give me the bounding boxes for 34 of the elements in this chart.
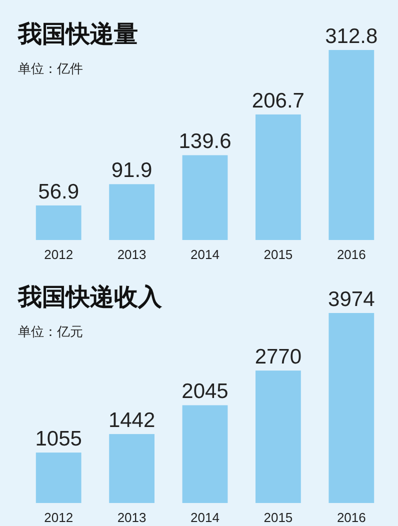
x-tick-label: 2016 [336, 510, 366, 525]
x-tick-label: 2016 [336, 247, 366, 262]
x-tick-label: 2015 [264, 510, 293, 525]
x-tick-label: 2013 [117, 247, 146, 262]
data-label: 1055 [35, 428, 82, 451]
text: 单位：亿件 [18, 61, 83, 76]
data-label: 91.9 [111, 159, 152, 182]
bar [328, 313, 374, 503]
bar [109, 184, 154, 240]
bar [36, 452, 82, 503]
x-tick-label: 2012 [44, 247, 74, 262]
data-label: 139.6 [178, 130, 232, 154]
bar [182, 155, 228, 240]
data-label: 2045 [182, 380, 228, 404]
bar [36, 205, 82, 240]
data-label: 3974 [328, 288, 376, 311]
data-label: 312.8 [325, 25, 378, 48]
bar [256, 114, 301, 240]
bar [109, 434, 154, 503]
data-label: 1442 [108, 409, 156, 432]
text: 单位：亿元 [18, 324, 83, 339]
chart-title: 我国快递量 [17, 21, 138, 48]
x-tick-label: 2013 [117, 510, 146, 525]
bar [256, 370, 301, 503]
data-label: 56.9 [38, 180, 80, 204]
x-tick-label: 2012 [44, 510, 74, 525]
data-label: 2770 [254, 346, 302, 369]
bar [182, 405, 228, 503]
chart-title: 我国快递收入 [17, 284, 163, 311]
bar [328, 50, 374, 240]
x-tick-label: 2015 [264, 247, 293, 262]
x-tick-label: 2014 [190, 247, 220, 262]
x-tick-label: 2014 [190, 510, 220, 525]
data-label: 206.7 [252, 89, 304, 112]
